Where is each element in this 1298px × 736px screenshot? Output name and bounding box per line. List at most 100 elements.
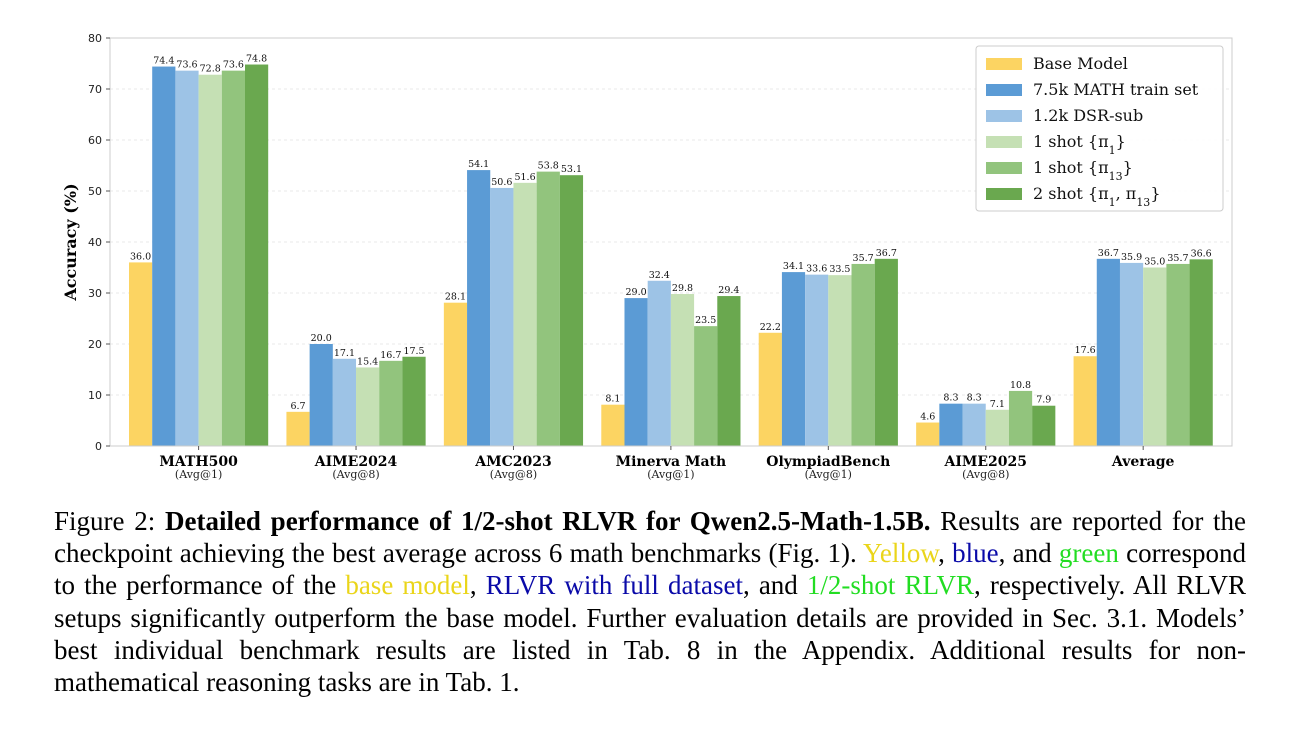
data-label: 53.8 — [538, 161, 559, 172]
legend-swatch — [986, 110, 1022, 122]
bar — [513, 182, 537, 446]
data-label: 36.0 — [130, 251, 151, 262]
bar — [245, 64, 269, 447]
legend-entry: 7.5k MATH train set — [1033, 80, 1199, 99]
bar — [309, 344, 333, 446]
x-tick-label: AMC2023 — [474, 454, 551, 470]
bar — [694, 326, 718, 446]
legend-entry: 1 shot {π1} — [1033, 132, 1126, 157]
bar — [851, 263, 875, 446]
data-label: 32.4 — [649, 270, 670, 281]
x-tick-label: MATH500 — [159, 454, 238, 470]
bar — [332, 358, 357, 446]
y-tick-label: 60 — [88, 134, 102, 147]
data-label: 17.5 — [403, 346, 424, 357]
data-label: 50.6 — [491, 177, 512, 188]
y-tick-label: 70 — [88, 83, 102, 96]
data-label: 73.6 — [223, 60, 244, 71]
legend-swatch — [986, 58, 1022, 70]
x-tick-label: OlympiadBench — [766, 454, 890, 470]
bars — [129, 64, 1213, 447]
x-tick-sublabel: (Avg@8) — [962, 468, 1009, 481]
caption-green-word: green — [1058, 538, 1119, 569]
data-label: 22.2 — [760, 322, 781, 333]
value-labels: 36.074.4 73.6 72.8 73.674.86.720.017.115.41… — [130, 54, 1212, 423]
data-label: 23.5 — [695, 315, 716, 326]
bar — [670, 294, 695, 446]
legend-swatch — [986, 162, 1022, 174]
bar — [175, 70, 199, 446]
data-label: 34.1 — [783, 261, 804, 272]
bar — [1008, 390, 1033, 446]
bar — [874, 258, 898, 446]
bar — [758, 332, 782, 446]
y-tick-label: 10 — [88, 389, 102, 402]
data-label: 36.7 — [876, 248, 897, 259]
data-label: 29.4 — [718, 285, 739, 296]
data-label: 54.1 — [468, 159, 489, 170]
data-label: 8.3 — [943, 393, 958, 404]
legend-box — [975, 45, 1224, 212]
bar — [443, 302, 468, 446]
bar — [467, 170, 491, 446]
data-label: 73.6 — [176, 60, 197, 71]
caption-base-model: base model — [345, 570, 470, 601]
data-label: 35.0 — [1144, 257, 1165, 268]
data-label: 15.4 — [357, 356, 378, 367]
x-tick-sublabel: (Avg@1) — [175, 468, 222, 481]
data-label: 33.6 — [806, 264, 827, 275]
data-label: 4.6 — [920, 412, 935, 423]
y-tick-label: 80 — [88, 32, 102, 45]
caption-blue-word: blue — [952, 538, 999, 569]
data-label: 36.6 — [1191, 248, 1212, 259]
bar — [559, 175, 584, 446]
data-label: 53.1 — [561, 164, 582, 175]
bar — [152, 66, 176, 446]
x-tick-sublabel: (Avg@1) — [805, 468, 852, 481]
bar — [916, 422, 940, 446]
x-tick-label: Average — [1111, 454, 1175, 470]
figure-label: Figure 2: — [54, 506, 156, 536]
bar — [1096, 258, 1120, 446]
legend-swatch — [986, 136, 1022, 148]
bar-chart: 36.074.4 73.6 72.8 73.674.86.720.017.115.41… — [61, 32, 1233, 481]
data-label: 20.0 — [311, 333, 332, 344]
bar — [1189, 259, 1213, 446]
y-tick-label: 0 — [95, 440, 102, 453]
data-label: 17.1 — [334, 348, 355, 359]
y-axis-title: Accuracy (%) — [61, 183, 80, 301]
data-label: 74.8 — [246, 54, 267, 65]
x-tick-label: AIME2025 — [943, 454, 1027, 470]
bar — [717, 296, 741, 446]
legend-swatch — [986, 84, 1022, 96]
bar — [221, 70, 245, 446]
bar — [1032, 405, 1056, 446]
bar — [624, 298, 648, 446]
data-label: 29.8 — [672, 283, 693, 294]
bar — [1143, 267, 1167, 446]
legend-swatch — [986, 188, 1022, 200]
legend-entry: 1.2k DSR-sub — [1033, 106, 1143, 125]
data-label: 17.6 — [1075, 345, 1096, 356]
x-tick-label: AIME2024 — [314, 454, 398, 470]
data-label: 8.3 — [967, 393, 982, 404]
data-label: 51.6 — [514, 172, 535, 183]
bar — [985, 409, 1009, 446]
bar — [129, 262, 153, 446]
bar — [1073, 356, 1097, 446]
axes: 01020304050607080MATH500(Avg@1)AIME2024(… — [88, 32, 1233, 481]
bar — [805, 274, 829, 446]
x-tick-sublabel: (Avg@8) — [332, 468, 379, 481]
data-label: 7.9 — [1036, 395, 1051, 406]
bar — [286, 411, 310, 446]
figure-caption: Figure 2: Detailed performance of 1/2-sh… — [54, 506, 1247, 698]
data-label: 35.7 — [853, 253, 874, 264]
legend-entry: 2 shot {π1, π13} — [1033, 184, 1161, 209]
data-label: 28.1 — [445, 292, 466, 303]
y-tick-label: 20 — [88, 338, 102, 351]
bar — [490, 187, 514, 446]
data-label: 7.1 — [990, 399, 1005, 410]
data-label: 35.7 — [1167, 253, 1188, 264]
caption-yellow-word: Yellow — [863, 538, 939, 569]
bar — [647, 280, 671, 446]
